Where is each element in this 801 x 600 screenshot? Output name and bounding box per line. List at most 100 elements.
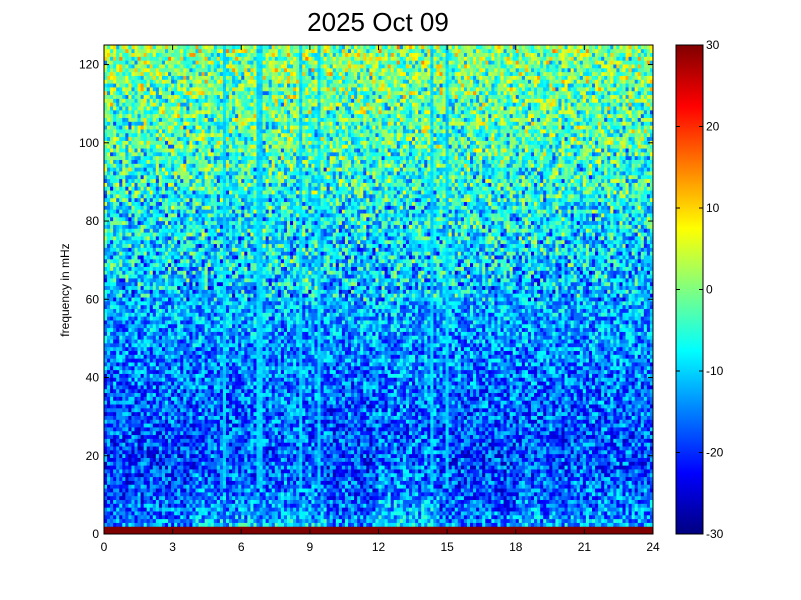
heatmap-cell <box>210 251 215 256</box>
heatmap-cell <box>189 159 193 164</box>
heatmap-cell <box>195 430 199 436</box>
heatmap-cell <box>189 342 193 348</box>
heatmap-cell <box>125 270 129 275</box>
heatmap-cell <box>216 320 221 325</box>
heatmap-cell <box>201 140 206 145</box>
heatmap-cell <box>189 457 193 462</box>
heatmap-cell <box>119 90 123 96</box>
heatmap-cell <box>210 369 215 374</box>
heatmap-cell <box>207 419 212 424</box>
heatmap-cell <box>137 438 141 443</box>
heatmap-cell <box>149 446 154 451</box>
heatmap-cell <box>219 79 224 84</box>
heatmap-cell <box>110 67 114 73</box>
heatmap-cell <box>219 285 224 290</box>
heatmap-cell <box>122 159 126 164</box>
heatmap-cell <box>134 213 138 218</box>
heatmap-cell <box>128 339 132 344</box>
heatmap-cell <box>207 327 212 332</box>
heatmap-cell <box>152 129 157 134</box>
heatmap-cell <box>137 140 141 145</box>
heatmap-cell <box>177 316 181 321</box>
heatmap-cell <box>122 499 126 504</box>
heatmap-cell <box>128 350 132 355</box>
heatmap-cell <box>140 530 145 535</box>
heatmap-cell <box>158 289 163 294</box>
heatmap-cell <box>134 312 138 317</box>
heatmap-cell <box>210 503 215 508</box>
heatmap-cell <box>171 113 175 118</box>
heatmap-cell <box>158 469 163 474</box>
heatmap-cell <box>116 354 120 359</box>
heatmap-cell <box>174 239 178 245</box>
heatmap-cell <box>104 167 108 172</box>
heatmap-cell <box>128 335 132 340</box>
heatmap-cell <box>165 258 169 264</box>
heatmap-cell <box>125 381 129 386</box>
heatmap-cell <box>152 381 157 386</box>
heatmap-cell <box>131 495 135 501</box>
heatmap-cell <box>131 64 135 69</box>
heatmap-cell <box>131 159 135 164</box>
heatmap-cell <box>128 442 132 447</box>
heatmap-cell <box>122 484 126 489</box>
heatmap-cell <box>152 178 157 183</box>
heatmap-cell <box>149 216 154 222</box>
heatmap-cell <box>207 220 212 225</box>
heatmap-cell <box>183 316 187 321</box>
heatmap-cell <box>189 507 193 512</box>
heatmap-cell <box>213 480 218 485</box>
heatmap-cell <box>219 113 224 118</box>
heatmap-cell <box>155 79 160 84</box>
heatmap-cell <box>158 171 163 176</box>
heatmap-cell <box>116 373 120 378</box>
heatmap-cell <box>161 79 166 84</box>
heatmap-cell <box>131 90 135 96</box>
heatmap-cell <box>155 312 160 317</box>
heatmap-cell <box>134 190 138 195</box>
heatmap-cell <box>110 278 114 283</box>
heatmap-cell <box>207 312 212 317</box>
heatmap-cell <box>195 335 199 340</box>
heatmap-cell <box>180 60 184 65</box>
heatmap-cell <box>192 518 196 523</box>
heatmap-cell <box>165 308 169 313</box>
heatmap-cell <box>183 297 187 302</box>
heatmap-cell <box>131 125 135 130</box>
heatmap-cell <box>140 109 145 115</box>
heatmap-cell <box>198 60 202 65</box>
heatmap-cell <box>146 480 151 485</box>
heatmap-cell <box>180 503 184 508</box>
heatmap-cell <box>122 182 126 187</box>
heatmap-cell <box>113 90 117 96</box>
heatmap-cell <box>195 457 199 462</box>
heatmap-cell <box>186 258 190 264</box>
heatmap-cell <box>183 113 187 118</box>
heatmap-cell <box>143 407 148 413</box>
heatmap-cell <box>180 358 184 363</box>
heatmap-cell <box>192 507 196 512</box>
heatmap-cell <box>137 312 141 317</box>
heatmap-cell <box>195 236 199 241</box>
heatmap-cell <box>177 461 181 466</box>
heatmap-cell <box>125 392 129 397</box>
heatmap-cell <box>183 396 187 401</box>
heatmap-cell <box>107 52 111 57</box>
heatmap-cell <box>180 404 184 409</box>
heatmap-cell <box>155 67 160 73</box>
heatmap-cell <box>140 411 145 416</box>
heatmap-cell <box>137 327 141 332</box>
heatmap-cell <box>116 83 120 88</box>
heatmap-cell <box>213 476 218 481</box>
heatmap-cell <box>219 278 224 283</box>
heatmap-cell <box>131 469 135 474</box>
heatmap-cell <box>143 442 148 447</box>
heatmap-cell <box>168 411 172 416</box>
heatmap-cell <box>137 400 141 405</box>
heatmap-cell <box>119 415 123 420</box>
heatmap-cell <box>125 220 129 225</box>
heatmap-cell <box>119 121 123 126</box>
heatmap-cell <box>216 151 221 157</box>
heatmap-cell <box>198 308 202 313</box>
heatmap-cell <box>216 201 221 206</box>
